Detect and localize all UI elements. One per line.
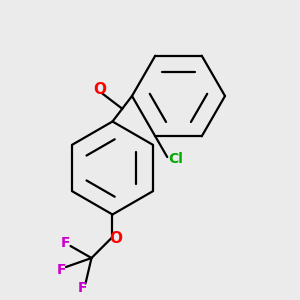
Text: F: F bbox=[57, 263, 66, 277]
Text: F: F bbox=[61, 236, 71, 250]
Text: F: F bbox=[78, 281, 87, 295]
Text: O: O bbox=[93, 82, 106, 97]
Text: Cl: Cl bbox=[168, 152, 183, 166]
Text: O: O bbox=[109, 231, 122, 246]
